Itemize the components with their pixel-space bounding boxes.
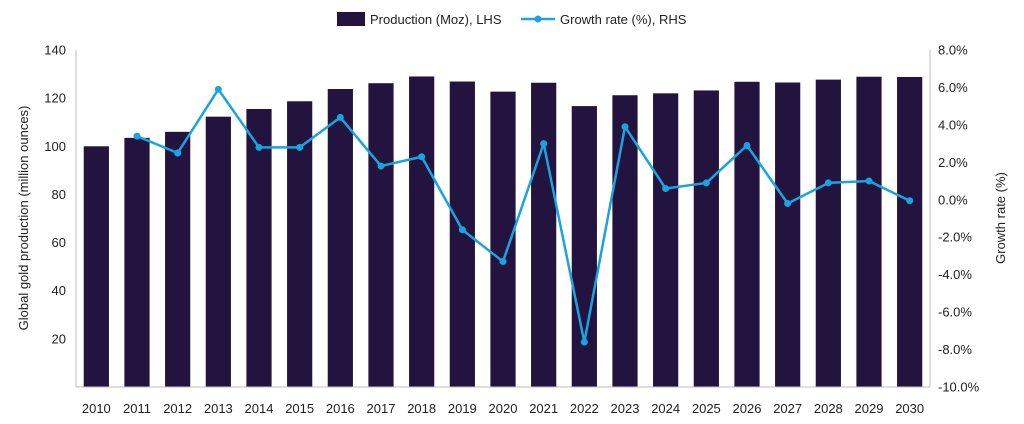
- legend-label-production: Production (Moz), LHS: [370, 12, 502, 27]
- x-tick-label: 2026: [733, 401, 762, 416]
- left-tick-label: 20: [52, 331, 66, 346]
- legend-swatch-growth-marker: [534, 15, 542, 23]
- growth-point-2024: [662, 185, 670, 193]
- right-tick-label: 4.0%: [938, 117, 968, 132]
- x-tick-label: 2014: [245, 401, 274, 416]
- growth-point-2028: [824, 179, 832, 187]
- left-tick-label: 100: [44, 139, 66, 154]
- axes: 20 40 60 80 100 120 140 8.0% 6.0% 4.0% 2.0% 0.0% -2.…: [44, 43, 979, 417]
- growth-rate-line: [136, 88, 911, 344]
- legend-swatch-production: [337, 12, 365, 26]
- growth-point-2026: [743, 141, 751, 149]
- right-tick-label: 0.0%: [938, 192, 968, 207]
- growth-point-2027: [784, 200, 792, 208]
- bar-2030: [897, 76, 923, 388]
- x-tick-label: 2011: [123, 401, 151, 416]
- bar-2010: [83, 146, 109, 387]
- growth-point-2017: [377, 162, 385, 170]
- x-tick-label: 2020: [489, 401, 518, 416]
- x-tick-label: 2017: [367, 401, 396, 416]
- legend-label-growth: Growth rate (%), RHS: [560, 12, 687, 27]
- x-tick-label: 2019: [448, 401, 477, 416]
- bar-2028: [815, 79, 841, 388]
- left-axis-title: Global gold production (million ounces): [16, 106, 31, 331]
- left-tick-label: 40: [52, 283, 66, 298]
- right-tick-label: -2.0%: [938, 230, 972, 245]
- x-tick-label: 2023: [611, 401, 640, 416]
- growth-point-2011: [133, 132, 141, 140]
- right-tick-label: -8.0%: [938, 342, 972, 357]
- bar-2026: [734, 81, 760, 388]
- growth-point-2020: [499, 258, 507, 266]
- x-tick-label: 2025: [692, 401, 721, 416]
- growth-point-2018: [418, 153, 426, 161]
- right-tick-label: -10.0%: [938, 380, 980, 395]
- x-tick-label: 2018: [407, 401, 436, 416]
- growth-point-2030: [906, 197, 914, 205]
- right-axis-title: Growth rate (%): [993, 172, 1008, 264]
- bar-2025: [693, 90, 719, 387]
- growth-point-2016: [336, 113, 344, 121]
- bar-2018: [409, 76, 435, 387]
- right-tick-label: 8.0%: [938, 43, 968, 58]
- growth-point-2022: [580, 338, 588, 346]
- growth-point-2025: [702, 179, 710, 187]
- bar-2011: [124, 137, 150, 387]
- growth-point-2023: [621, 123, 629, 131]
- left-tick-label: 60: [52, 235, 66, 250]
- x-tick-label: 2021: [529, 401, 558, 416]
- bar-2016: [327, 89, 353, 387]
- growth-point-2014: [255, 143, 263, 151]
- x-tick-label: 2030: [895, 401, 924, 416]
- growth-point-2015: [296, 143, 304, 151]
- x-tick-label: 2015: [285, 401, 314, 416]
- x-tick-label: 2027: [773, 401, 802, 416]
- right-tick-label: 6.0%: [938, 80, 968, 95]
- bar-2024: [653, 93, 679, 387]
- x-tick-label: 2013: [204, 401, 233, 416]
- growth-point-2029: [865, 177, 873, 185]
- x-tick-label: 2028: [814, 401, 843, 416]
- bar-2021: [531, 82, 557, 388]
- growth-line-layer: [133, 85, 914, 346]
- x-tick-label: 2010: [82, 401, 111, 416]
- bar-2027: [775, 82, 801, 387]
- growth-point-2012: [174, 149, 182, 157]
- left-tick-label: 80: [52, 187, 66, 202]
- bar-2023: [612, 95, 638, 387]
- left-tick-label: 120: [44, 91, 66, 106]
- right-tick-label: 2.0%: [938, 155, 968, 170]
- production-bars: [83, 76, 923, 388]
- x-tick-label: 2012: [163, 401, 192, 416]
- bar-2019: [449, 81, 475, 387]
- growth-point-2019: [458, 226, 466, 234]
- x-tick-label: 2022: [570, 401, 599, 416]
- bar-2013: [205, 116, 231, 388]
- bar-2017: [368, 83, 394, 387]
- x-tick-label: 2024: [651, 401, 680, 416]
- legend: Production (Moz), LHS Growth rate (%), R…: [337, 12, 687, 27]
- growth-point-2021: [540, 140, 548, 148]
- growth-point-2013: [214, 85, 222, 93]
- x-tick-label: 2029: [855, 401, 884, 416]
- bar-2014: [246, 108, 272, 387]
- right-tick-label: -4.0%: [938, 267, 972, 282]
- left-tick-label: 140: [44, 43, 66, 58]
- right-tick-label: -6.0%: [938, 305, 972, 320]
- x-tick-label: 2016: [326, 401, 355, 416]
- bar-2012: [165, 131, 191, 387]
- bar-2029: [856, 76, 882, 387]
